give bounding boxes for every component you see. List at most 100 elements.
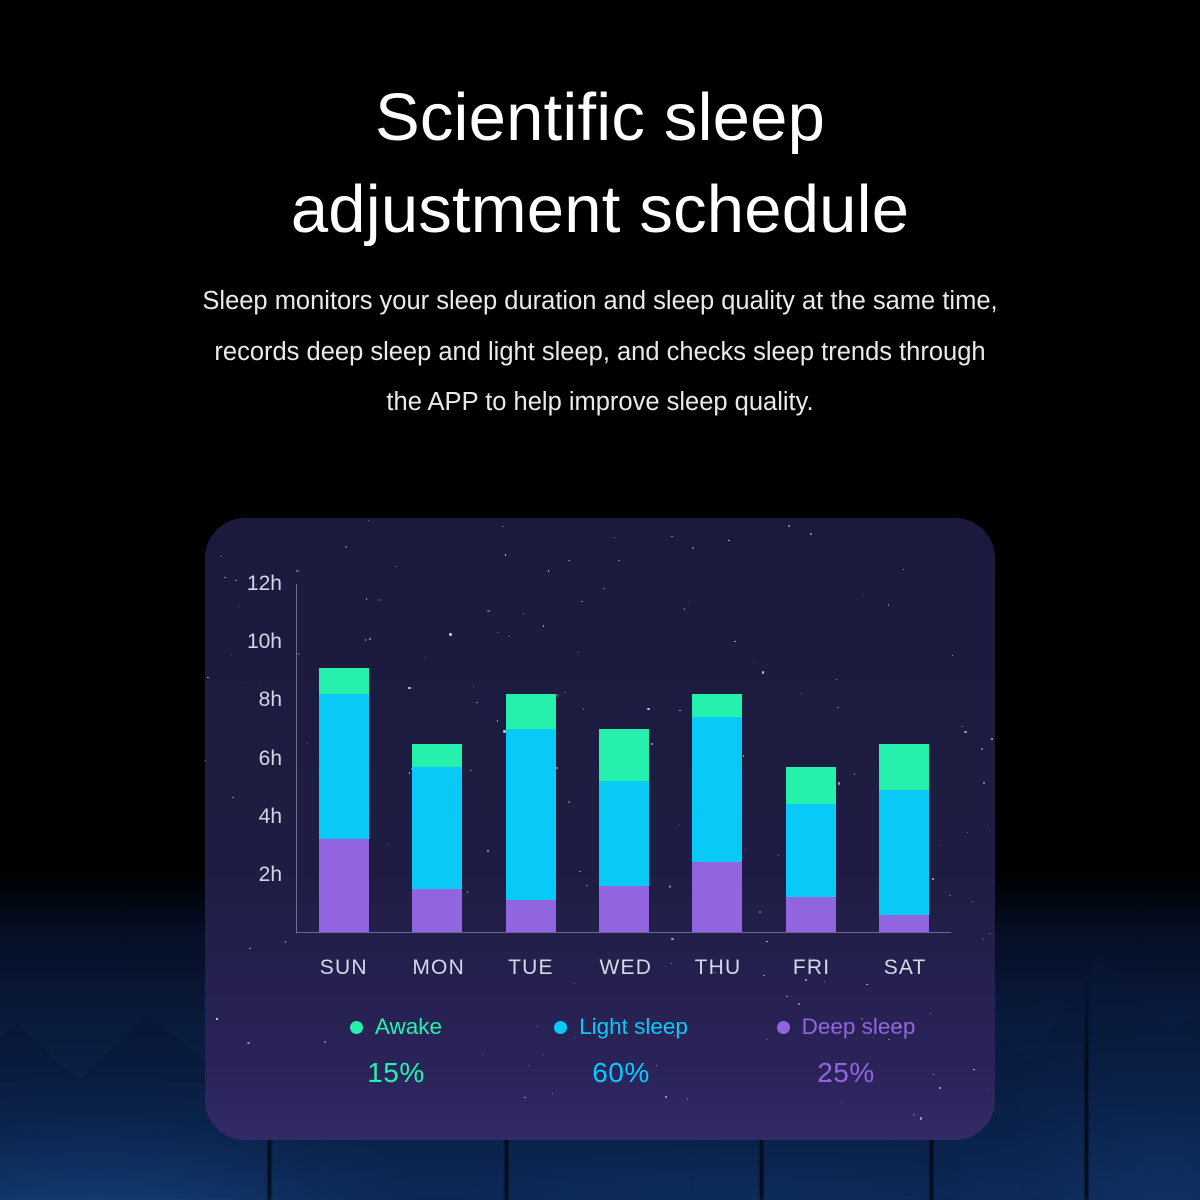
x-axis-line [296,932,951,933]
star-dot [296,570,299,573]
bar-group-sun[interactable] [318,584,369,932]
bar-segment-light [412,766,463,889]
bar-segment-awake [785,766,836,805]
bar-segment-deep [785,897,836,932]
star-dot [671,938,674,941]
legend-dot-icon [776,1020,790,1034]
star-dot [235,580,237,582]
star-dot [573,982,575,984]
star-dot [797,1002,800,1005]
star-dot [230,654,233,657]
star-dot [368,519,370,522]
bar-series-container [297,584,951,932]
legend-percent: 25% [817,1057,875,1088]
star-dot [524,1096,526,1099]
bar-segment-deep [598,885,649,932]
star-dot [502,525,504,528]
bar-segment-light [692,717,743,863]
star-dot [983,524,985,526]
star-dot [238,607,240,609]
bar-segment-awake [879,743,930,790]
star-dot [973,1068,975,1071]
y-axis-tick-label: 6h [258,746,282,770]
star-dot [249,947,251,949]
bar-group-tue[interactable] [505,584,556,932]
bar-segment-light [879,789,930,915]
bar-group-fri[interactable] [785,584,836,932]
mountain-ridge [960,954,1200,1200]
page-subtitle: Sleep monitors your sleep duration and s… [202,287,998,416]
legend-item-light-sleep[interactable]: Light sleep 60% [546,1014,696,1089]
legend-item-awake[interactable]: Awake 15% [321,1014,471,1089]
legend-row: Light sleep [554,1014,688,1040]
star-dot [613,537,615,539]
bar-segment-light [598,781,649,886]
star-dot [505,554,507,556]
x-axis-label-tue: TUE [508,956,554,979]
star-dot [983,782,985,784]
star-dot [823,981,825,983]
x-axis-label-sat: SAT [883,956,927,979]
star-dot [244,682,247,684]
star-dot [932,1074,934,1076]
bar-segment-light [785,804,836,898]
bar-segment-awake [692,694,743,718]
legend-percent: 60% [592,1057,650,1088]
y-axis-tick-label: 2h [258,862,282,886]
x-axis-label-wed: WED [599,956,653,979]
star-dot [809,532,812,536]
y-axis-tick-label: 4h [258,804,282,828]
legend-row: Awake [349,1014,443,1040]
bar-segment-deep [879,914,930,932]
legend-label: Awake [374,1014,443,1039]
star-dot [216,1018,218,1020]
star-dot [989,829,991,831]
star-dot [967,831,969,834]
chart-legend: Awake 15% Light sleep 60% Deep sleep 25% [321,1014,921,1089]
bar-segment-light [318,694,369,840]
star-dot [980,748,984,751]
star-dot [547,570,550,572]
x-axis-label-thu: THU [694,956,742,979]
y-axis-line [296,584,297,933]
star-dot [692,546,695,549]
star-dot [766,941,768,943]
star-dot [961,725,963,727]
star-dot [990,738,994,741]
star-dot [220,555,223,557]
bar-segment-awake [318,668,369,695]
bar-segment-deep [318,839,369,932]
bar-group-wed[interactable] [598,584,649,932]
bar-segment-light [505,729,556,901]
star-dot [787,525,791,528]
bar-segment-deep [505,900,556,932]
page-title-line-2: adjustment schedule [290,172,910,248]
star-dot [987,1088,989,1091]
bar-group-mon[interactable] [412,584,463,932]
star-dot [224,576,226,579]
x-axis-label-mon: MON [412,956,465,979]
legend-row: Deep sleep [776,1014,916,1040]
y-axis-tick-label: 10h [246,630,282,654]
legend-percent: 15% [367,1057,425,1088]
bar-group-thu[interactable] [692,584,743,932]
star-dot [396,566,398,568]
star-dot [259,680,262,682]
star-dot [840,1101,842,1104]
star-dot [671,535,673,537]
star-dot [989,932,991,935]
star-dot [728,539,730,541]
legend-label: Deep sleep [801,1014,916,1039]
star-dot [687,1098,689,1100]
bar-group-sat[interactable] [879,584,930,932]
star-dot [665,1095,668,1098]
star-dot [247,1042,250,1045]
star-dot [344,545,347,549]
star-dot [982,937,985,940]
y-axis-tick-label: 8h [258,688,282,712]
legend-item-deep-sleep[interactable]: Deep sleep 25% [771,1014,921,1089]
rock-crack [1085,970,1088,1200]
star-dot [568,559,570,562]
star-dot [205,760,207,762]
